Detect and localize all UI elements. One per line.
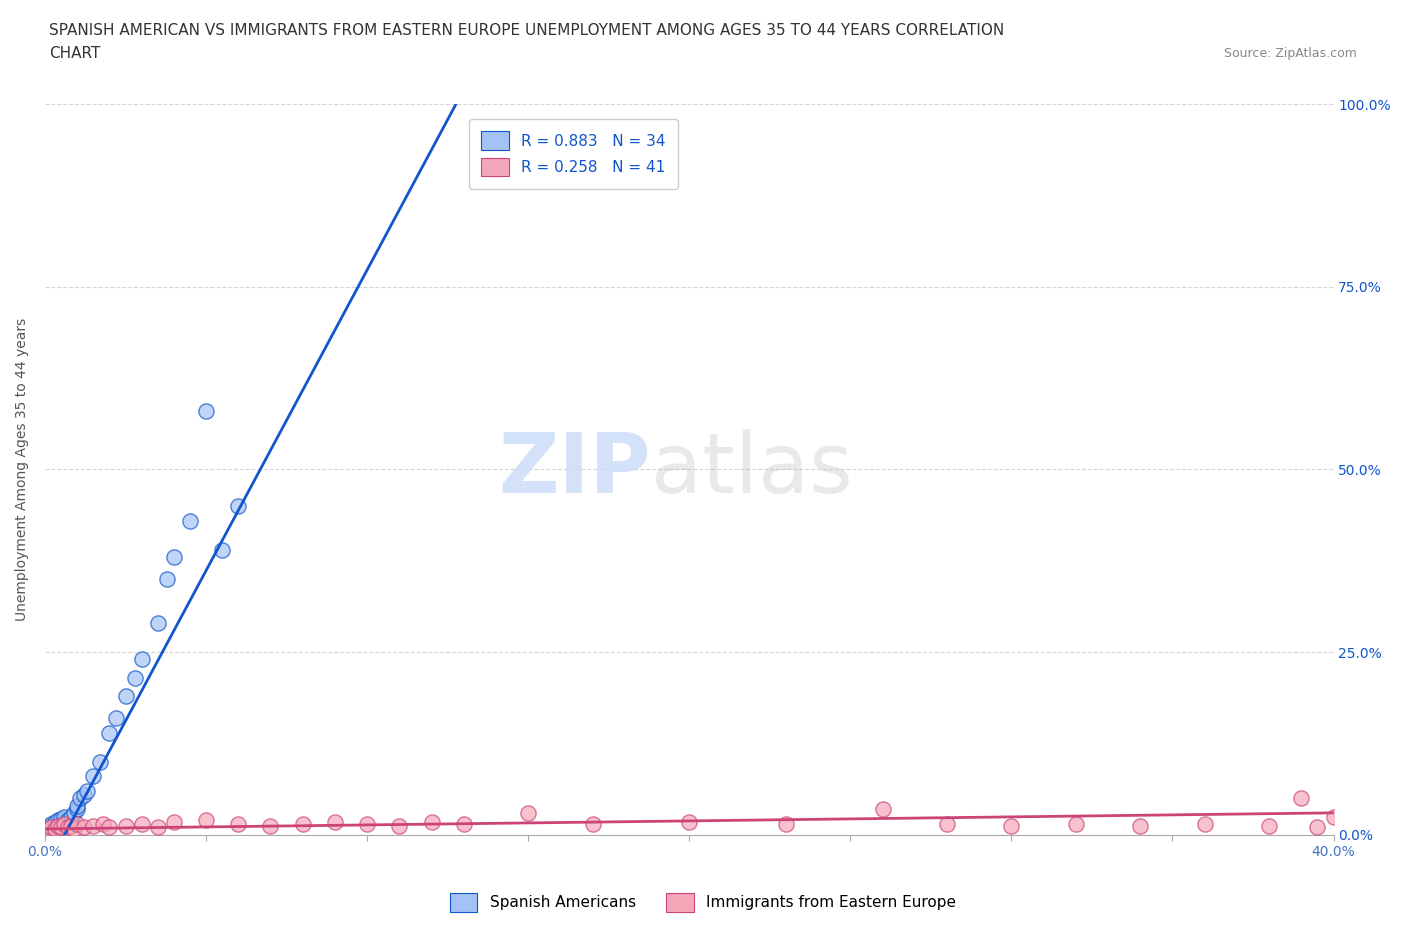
Point [41,817,63,831]
Point [49,811,72,826]
Point [89,754,111,769]
Point [66,817,89,831]
Point [1306,820,1329,835]
Point [37,824,59,839]
Point [1291,790,1313,805]
Point [72,787,94,802]
Point [49,820,72,835]
Point [163,814,186,829]
Point [259,818,281,833]
Point [59,818,82,833]
Text: ZIP: ZIP [498,429,651,510]
Point [76,783,98,798]
Point [131,652,153,667]
Point [131,817,153,831]
Point [104,711,127,725]
Point [195,404,218,418]
Point [356,817,378,831]
Point [59,809,82,824]
Point [1064,817,1087,831]
Point [581,817,603,831]
Point [872,802,894,817]
Legend: Spanish Americans, Immigrants from Eastern Europe: Spanish Americans, Immigrants from Easte… [444,887,962,918]
Point [388,818,411,833]
Point [37,820,59,835]
Point [37,821,59,836]
Point [98,820,121,835]
Point [146,616,169,631]
Point [936,817,959,831]
Point [46,813,69,828]
Point [44,821,66,836]
Y-axis label: Unemployment Among Ages 35 to 44 years: Unemployment Among Ages 35 to 44 years [15,318,30,621]
Point [41,820,63,835]
Text: atlas: atlas [651,429,852,510]
Point [41,821,63,836]
Point [53,809,76,824]
Point [323,814,346,829]
Point [56,813,79,828]
Point [146,820,169,835]
Point [46,818,69,833]
Point [291,817,314,831]
Point [124,671,146,685]
Point [98,725,121,740]
Point [226,817,249,831]
Point [49,817,72,831]
Point [163,550,186,565]
Point [66,798,89,813]
Point [211,542,233,557]
Point [53,817,76,831]
Point [517,805,540,820]
Point [91,817,114,831]
Text: SPANISH AMERICAN VS IMMIGRANTS FROM EASTERN EUROPE UNEMPLOYMENT AMONG AGES 35 TO: SPANISH AMERICAN VS IMMIGRANTS FROM EAST… [49,23,1004,38]
Point [179,513,201,528]
Point [66,802,89,817]
Point [1000,818,1022,833]
Point [63,821,86,836]
Point [1322,809,1344,824]
Point [46,818,69,833]
Legend: R = 0.883   N = 34, R = 0.258   N = 41: R = 0.883 N = 34, R = 0.258 N = 41 [470,119,678,189]
Point [195,813,218,828]
Point [1258,818,1281,833]
Point [1194,817,1216,831]
Point [56,820,79,835]
Point [63,805,86,820]
Point [114,818,136,833]
Point [44,820,66,835]
Point [69,790,91,805]
Point [226,498,249,513]
Point [72,820,94,835]
Point [453,817,475,831]
Point [44,814,66,829]
Point [156,572,179,587]
Point [82,818,104,833]
Point [420,814,443,829]
Point [114,688,136,703]
Point [775,817,797,831]
Text: Source: ZipAtlas.com: Source: ZipAtlas.com [1223,46,1357,60]
Point [82,769,104,784]
Point [1129,818,1152,833]
Point [53,814,76,829]
Text: CHART: CHART [49,46,101,61]
Point [678,814,700,829]
